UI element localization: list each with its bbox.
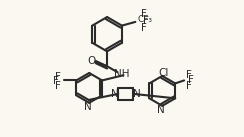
Text: N: N [84,102,92,112]
Text: CF₃: CF₃ [138,15,152,24]
Text: F: F [188,75,194,85]
Text: F: F [186,81,192,91]
Text: F: F [141,9,146,19]
Text: O: O [87,56,96,66]
Text: NH: NH [113,69,129,79]
Text: N: N [132,89,140,99]
Text: N: N [157,105,165,115]
Text: F: F [55,81,61,91]
Text: F: F [141,23,146,33]
Text: N: N [111,89,119,99]
Text: F: F [143,16,149,26]
Text: F: F [53,76,59,86]
Text: Cl: Cl [159,68,169,78]
Text: F: F [55,72,61,82]
Text: F: F [186,70,192,80]
